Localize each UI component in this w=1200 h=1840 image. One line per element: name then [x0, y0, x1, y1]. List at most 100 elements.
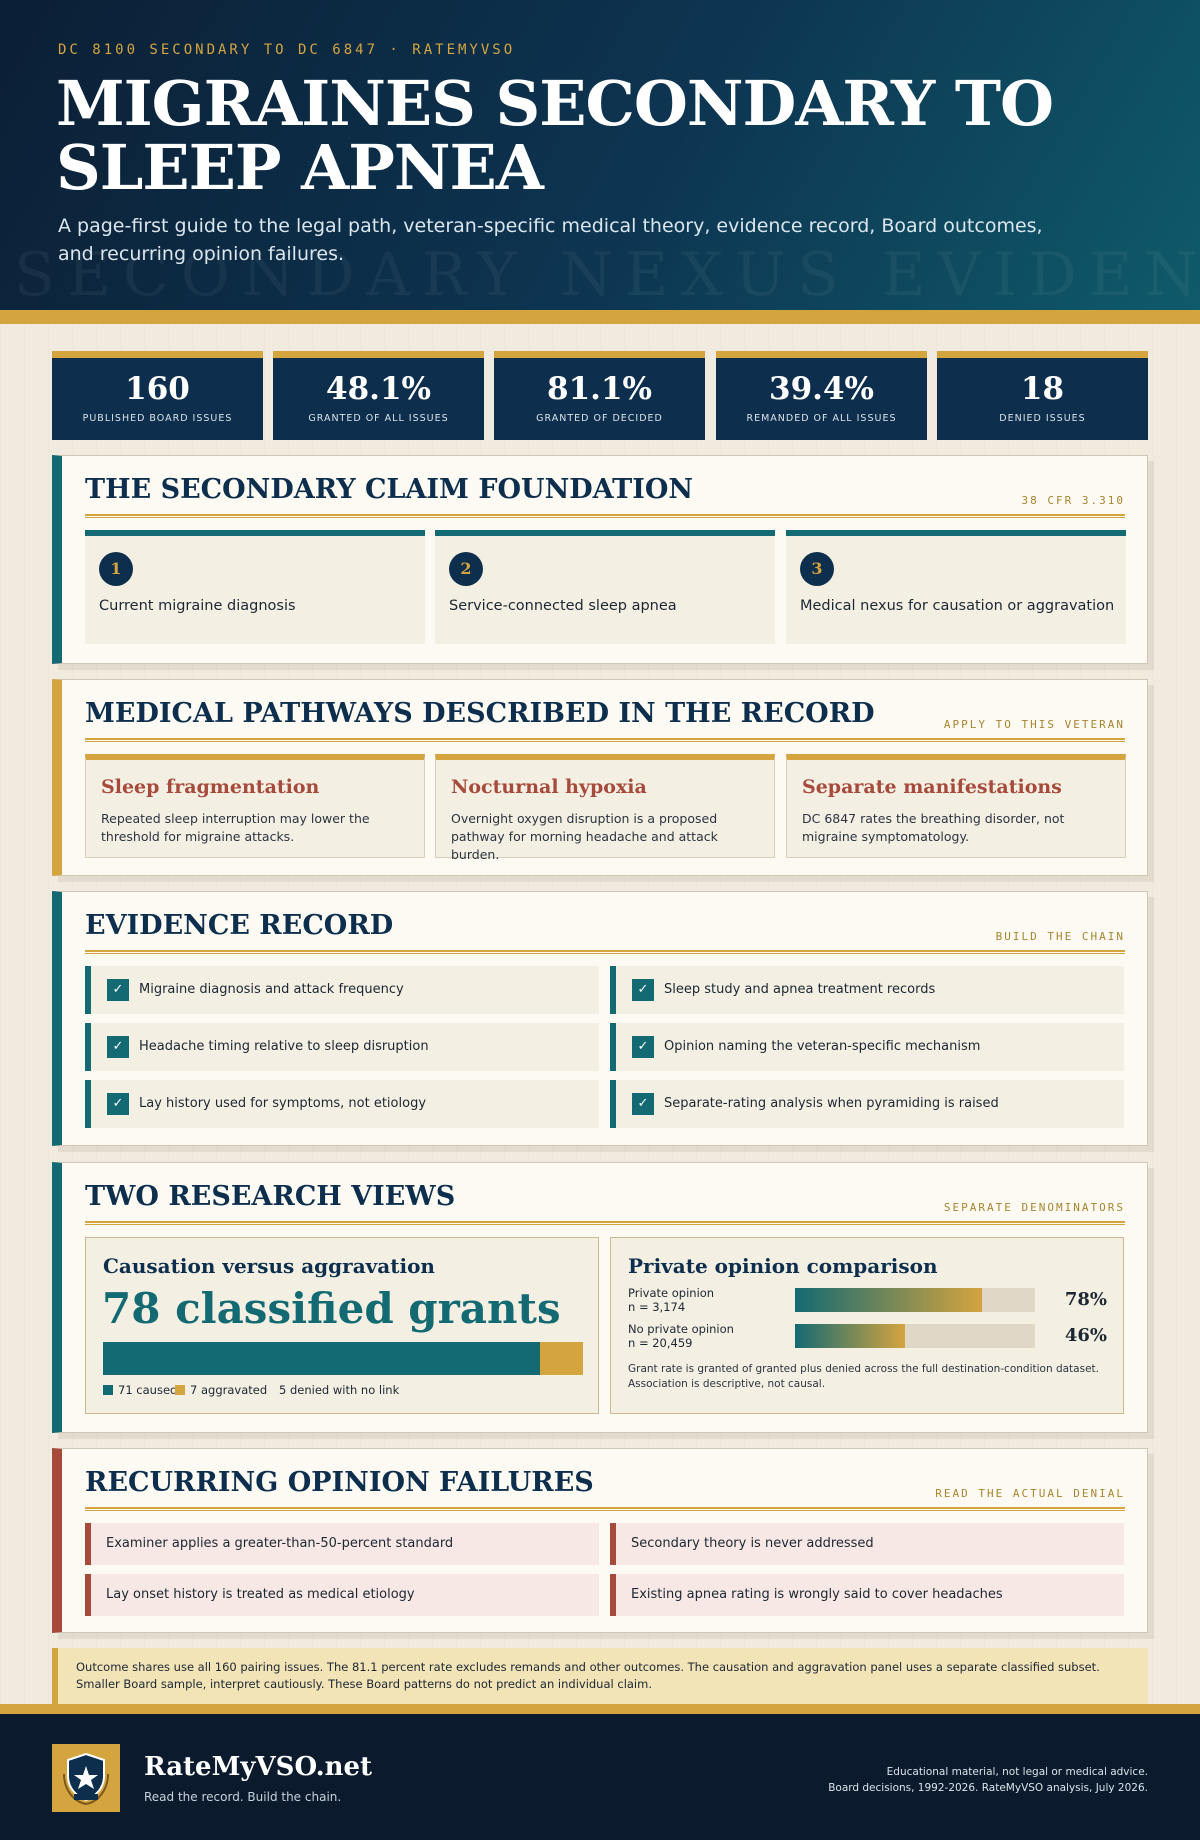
footer-tagline: Read the record. Build the chain. [144, 1790, 342, 1804]
stat-value: 160 [125, 371, 190, 407]
hero-kicker: DC 8100 SECONDARY TO DC 6847 · RATEMYVSO [58, 42, 516, 58]
failure-text: Examiner applies a greater-than-50-perce… [106, 1536, 454, 1551]
evidence-text: Separate-rating analysis when pyramiding… [664, 1096, 999, 1111]
evidence-text: Headache timing relative to sleep disrup… [139, 1039, 429, 1054]
pathway-card: Separate manifestations DC 6847 rates th… [786, 754, 1126, 858]
failure-item: Examiner applies a greater-than-50-perce… [85, 1523, 599, 1565]
failure-item: Lay onset history is treated as medical … [85, 1574, 599, 1616]
stat-value: 18 [1020, 371, 1065, 407]
pathway-desc: DC 6847 rates the breathing disorder, no… [802, 811, 1065, 844]
pathway-title: Nocturnal hypoxia [451, 776, 647, 798]
row-label: Private opinion [628, 1286, 715, 1300]
section-title: RECURRING OPINION FAILURES [85, 1467, 594, 1498]
private-opinion-title: Private opinion comparison [628, 1254, 938, 1278]
failure-text: Secondary theory is never addressed [631, 1536, 874, 1551]
stat-card-board-issues: 160 PUBLISHED BOARD ISSUES [52, 351, 263, 440]
hero-banner: DC 8100 SECONDARY TO DC 6847 · RATEMYVSO… [0, 0, 1200, 310]
section-tag: READ THE ACTUAL DENIAL [935, 1487, 1125, 1500]
pathway-card: Nocturnal hypoxia Overnight oxygen disru… [435, 754, 775, 862]
stat-card-denied: 18 DENIED ISSUES [937, 351, 1148, 440]
section-tag: 38 CFR 3.310 [1021, 494, 1125, 507]
failure-text: Existing apnea rating is wrongly said to… [631, 1587, 1003, 1602]
section-rule [85, 1221, 1125, 1225]
section-research: TWO RESEARCH VIEWS SEPARATE DENOMINATORS… [52, 1162, 1148, 1433]
stat-card-granted-all: 48.1% GRANTED OF ALL ISSUES [273, 351, 484, 440]
aggravated-segment [540, 1342, 583, 1375]
section-rule [85, 950, 1125, 954]
legend-label: 71 caused [118, 1383, 178, 1397]
stat-label: DENIED ISSUES [999, 413, 1086, 424]
pathway-card: Sleep fragmentation Repeated sleep inter… [85, 754, 425, 858]
stat-label: PUBLISHED BOARD ISSUES [82, 413, 233, 424]
foundation-text: Medical nexus for causation or aggravati… [800, 598, 1115, 614]
stat-label: REMANDED OF ALL ISSUES [746, 413, 897, 424]
section-title: MEDICAL PATHWAYS DESCRIBED IN THE RECORD [85, 698, 875, 729]
pathway-title: Sleep fragmentation [101, 776, 320, 798]
evidence-text: Opinion naming the veteran-specific mech… [664, 1039, 981, 1054]
section-foundation: THE SECONDARY CLAIM FOUNDATION 38 CFR 3.… [52, 455, 1148, 664]
no-private-opinion-bar [795, 1324, 906, 1348]
step-number: 1 [99, 552, 133, 586]
section-evidence: EVIDENCE RECORD BUILD THE CHAIN ✓ Migrai… [52, 891, 1148, 1146]
stat-value: 39.4% [769, 371, 874, 407]
section-tag: APPLY TO THIS VETERAN [943, 718, 1125, 731]
no-private-opinion-row-label: No private opinion n = 20,459 [628, 1322, 778, 1350]
foundation-card: 1 Current migraine diagnosis [85, 530, 425, 644]
star-shield-icon [52, 1744, 120, 1812]
methodology-note: Outcome shares use all 160 pairing issue… [52, 1648, 1148, 1704]
failure-text: Lay onset history is treated as medical … [106, 1587, 415, 1602]
disclaimer-line: Board decisions, 1992-2026. RateMyVSO an… [828, 1782, 1148, 1794]
failure-item: Secondary theory is never addressed [610, 1523, 1124, 1565]
hero-gold-band [0, 310, 1200, 324]
evidence-item: ✓ Separate-rating analysis when pyramidi… [610, 1080, 1124, 1128]
step-number: 2 [449, 552, 483, 586]
no-private-opinion-bar-track [795, 1324, 1035, 1348]
causation-card: Causation versus aggravation 78 classifi… [85, 1237, 599, 1414]
foundation-text: Current migraine diagnosis [99, 598, 296, 614]
footer-brand: RateMyVSO.net [144, 1752, 373, 1782]
stat-card-granted-decided: 81.1% GRANTED OF DECIDED [494, 351, 705, 440]
pathway-desc: Overnight oxygen disruption is a propose… [451, 811, 718, 862]
evidence-text: Migraine diagnosis and attack frequency [139, 982, 404, 997]
hero-watermark: SECONDARY NEXUS EVIDENCE [14, 240, 1200, 310]
pathway-title: Separate manifestations [802, 776, 1062, 798]
evidence-item: ✓ Sleep study and apnea treatment record… [610, 966, 1124, 1014]
page-subtitle: A page-first guide to the legal path, ve… [58, 215, 1043, 265]
pathway-desc: Repeated sleep interruption may lower th… [101, 811, 370, 844]
private-opinion-value: 78% [1064, 1289, 1107, 1310]
section-failures: RECURRING OPINION FAILURES READ THE ACTU… [52, 1448, 1148, 1633]
evidence-item: ✓ Lay history used for symptoms, not eti… [85, 1080, 599, 1128]
step-number: 3 [800, 552, 834, 586]
caused-segment [103, 1342, 540, 1375]
evidence-text: Lay history used for symptoms, not etiol… [139, 1096, 427, 1111]
section-title: THE SECONDARY CLAIM FOUNDATION [85, 474, 694, 505]
classified-grants-total: 78 classified grants [102, 1284, 561, 1333]
failure-item: Existing apnea rating is wrongly said to… [610, 1574, 1124, 1616]
private-opinion-row-label: Private opinion n = 3,174 [628, 1286, 778, 1314]
row-n: n = 20,459 [628, 1336, 693, 1350]
stat-value: 81.1% [547, 371, 652, 407]
legend-swatch [175, 1385, 185, 1395]
causation-title: Causation versus aggravation [103, 1254, 435, 1278]
footer-disclaimer: Educational material, not legal or medic… [828, 1764, 1148, 1796]
stat-value: 48.1% [326, 371, 431, 407]
footer: RateMyVSO.net Read the record. Build the… [0, 1704, 1200, 1840]
section-rule [85, 1507, 1125, 1511]
section-tag: SEPARATE DENOMINATORS [943, 1201, 1125, 1214]
foundation-card: 2 Service-connected sleep apnea [435, 530, 775, 644]
foundation-text: Service-connected sleep apnea [449, 598, 677, 614]
no-private-opinion-value: 46% [1064, 1325, 1107, 1346]
section-title: EVIDENCE RECORD [85, 910, 394, 941]
section-pathways: MEDICAL PATHWAYS DESCRIBED IN THE RECORD… [52, 679, 1148, 876]
checkmark-icon: ✓ [107, 1036, 129, 1058]
section-rule [85, 738, 1125, 742]
legend-label: 7 aggravated [190, 1383, 268, 1397]
section-title: TWO RESEARCH VIEWS [85, 1181, 456, 1212]
private-opinion-bar-track [795, 1288, 1035, 1312]
legend-caused: 71 caused [103, 1383, 177, 1397]
methodology-note-text: Outcome shares use all 160 pairing issue… [76, 1660, 1100, 1691]
checkmark-icon: ✓ [632, 1036, 654, 1058]
legend-denied: 5 denied with no link [279, 1383, 399, 1397]
private-opinion-note: Grant rate is granted of granted plus de… [628, 1363, 1099, 1390]
stat-card-remanded: 39.4% REMANDED OF ALL ISSUES [716, 351, 927, 440]
